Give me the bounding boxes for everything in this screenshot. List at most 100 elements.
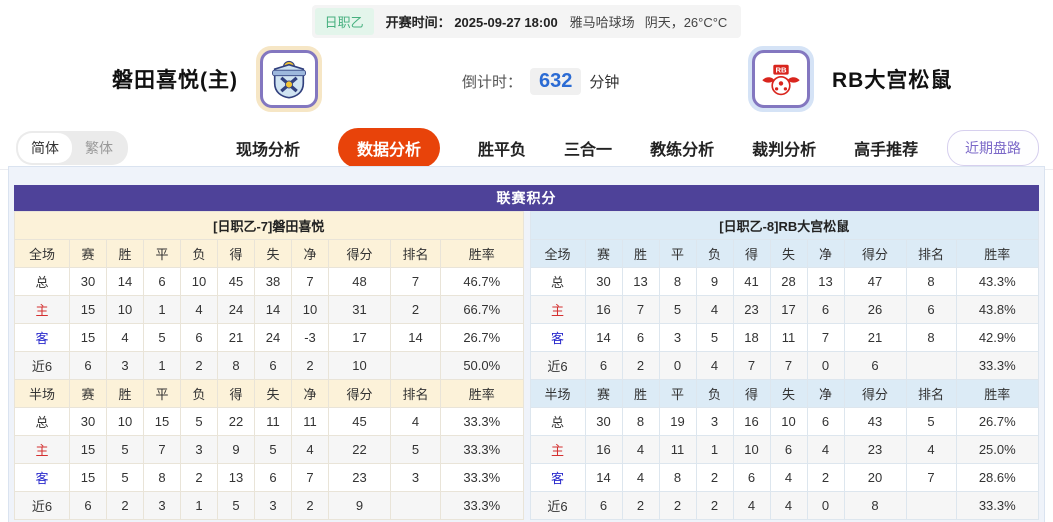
recent-handicap-button[interactable]: 近期盘路 (947, 130, 1039, 166)
stat-cell: 5 (143, 323, 181, 352)
column-header: 负 (695, 239, 734, 268)
stat-cell: 16 (584, 295, 623, 324)
stat-cell: 4 (390, 407, 441, 436)
stat-cell: 2 (180, 463, 218, 492)
stat-cell: 42.9% (955, 323, 1039, 352)
tab-5[interactable]: 裁判分析 (752, 141, 817, 159)
stat-cell: 5 (390, 435, 441, 464)
tab-6[interactable]: 高手推荐 (854, 141, 919, 159)
lang-traditional-button[interactable]: 繁体 (85, 139, 113, 156)
stat-cell: 23 (732, 295, 771, 324)
language-toggle[interactable]: 简体 繁体 (16, 130, 128, 165)
stat-cell: 14 (390, 323, 441, 352)
stat-cell: 7 (143, 435, 181, 464)
column-header: 失 (254, 379, 292, 408)
stat-cell: 5 (106, 463, 144, 492)
stat-cell: 30 (69, 407, 107, 436)
stat-cell: 15 (69, 295, 107, 324)
stat-cell: 8 (905, 267, 957, 296)
stat-cell: 38 (254, 267, 292, 296)
column-header: 半场 (14, 379, 70, 408)
stat-cell: 7 (291, 463, 329, 492)
column-header: 赛 (584, 379, 623, 408)
row-label: 总 (14, 267, 70, 296)
stat-cell: 1 (143, 351, 181, 380)
stat-cell: 26.7% (440, 323, 524, 352)
lang-simplified-button[interactable]: 简体 (18, 132, 72, 163)
stat-cell: 28 (769, 267, 808, 296)
stat-cell: 15 (69, 463, 107, 492)
tab-1[interactable]: 数据分析 (338, 127, 441, 168)
countdown: 倒计时： 632 分钟 (462, 68, 619, 95)
row-label: 客 (14, 463, 70, 492)
stat-row: 主 15 5 7 3 9 5 4 22 5 33.3% (14, 435, 524, 464)
stat-cell: 6 (584, 351, 623, 380)
stat-cell: 5 (217, 491, 255, 520)
stat-cell: 3 (390, 463, 441, 492)
stat-cell: 10 (291, 295, 329, 324)
stat-cell: 46.7% (440, 267, 524, 296)
tab-3[interactable]: 三合一 (564, 141, 613, 159)
stat-cell: 11 (769, 323, 808, 352)
venue: 雅马哈球场 (569, 15, 635, 30)
column-header: 得分 (328, 379, 391, 408)
tab-4[interactable]: 教练分析 (650, 141, 715, 159)
stat-cell: 8 (658, 463, 697, 492)
home-team-table: [日职乙-7]磐田喜悦 全场赛胜平负得失净得分 排名 胜率总 30 14 6 10 45 38 7 4… (14, 211, 524, 520)
stat-cell: 16 (584, 435, 623, 464)
stat-cell: 4 (621, 463, 660, 492)
stat-cell: 6 (806, 295, 845, 324)
stat-cell: 4 (769, 491, 808, 520)
league-points-panel: 联赛积分 [日职乙-7]磐田喜悦 全场赛胜平负得失净得分 排名 胜率总 30 14 6 10 4… (8, 166, 1045, 522)
section-header-row: [日职乙-8]RB大宫松鼠 (529, 211, 1039, 240)
row-label: 总 (14, 407, 70, 436)
stat-cell: 25.0% (955, 435, 1039, 464)
column-header: 胜率 (955, 239, 1039, 268)
column-header: 排名 (905, 239, 957, 268)
nav-bar: 简体 繁体 现场分析 数据分析 胜平负 三合一 教练分析 裁判分析 高手推荐 近期盘路 (0, 126, 1053, 170)
column-header: 全场 (529, 239, 586, 268)
stat-cell: 15 (143, 407, 181, 436)
stat-cell: 4 (806, 435, 845, 464)
tab-2[interactable]: 胜平负 (478, 141, 527, 159)
stat-cell: 7 (905, 463, 957, 492)
stat-cell: 16 (732, 407, 771, 436)
stat-row: 近6 6 2 2 2 4 4 0 8 33.3% (529, 491, 1039, 520)
tab-0[interactable]: 现场分析 (236, 141, 301, 159)
stat-cell: 0 (806, 351, 845, 380)
stat-cell: 6 (905, 295, 957, 324)
stat-cell: 2 (291, 491, 329, 520)
column-header: 平 (143, 239, 181, 268)
row-label: 主 (14, 295, 70, 324)
stat-cell: 2 (291, 351, 329, 380)
stat-cell: 6 (180, 323, 218, 352)
kickoff-label: 开赛时间： (385, 15, 451, 30)
column-header: 胜率 (440, 379, 524, 408)
stat-cell: 10 (769, 407, 808, 436)
stat-cell: 30 (584, 267, 623, 296)
stat-cell (905, 351, 957, 380)
stat-cell: 3 (695, 407, 734, 436)
stat-cell: 6 (732, 463, 771, 492)
stat-cell: 17 (769, 295, 808, 324)
column-header: 得 (217, 239, 255, 268)
stat-cell: 1 (180, 491, 218, 520)
stat-cell: 24 (217, 295, 255, 324)
stat-cell: 4 (732, 491, 771, 520)
stat-cell: 14 (584, 463, 623, 492)
stat-cell: 7 (621, 295, 660, 324)
kickoff-time: 2025-09-27 18:00 (454, 15, 558, 30)
column-header: 平 (658, 239, 697, 268)
stat-cell: 2 (180, 351, 218, 380)
stat-cell: 23 (328, 463, 391, 492)
stat-cell: 22 (328, 435, 391, 464)
column-header: 赛 (69, 239, 107, 268)
stat-cell: 43 (843, 407, 907, 436)
stat-cell: 20 (843, 463, 907, 492)
stat-cell: 2 (658, 491, 697, 520)
stat-cell: 2 (106, 491, 144, 520)
column-header-row: 半场赛胜平负得失净得分 排名 胜率 (14, 379, 524, 408)
stat-cell: 26 (843, 295, 907, 324)
stat-cell: 21 (843, 323, 907, 352)
column-header: 净 (806, 239, 845, 268)
